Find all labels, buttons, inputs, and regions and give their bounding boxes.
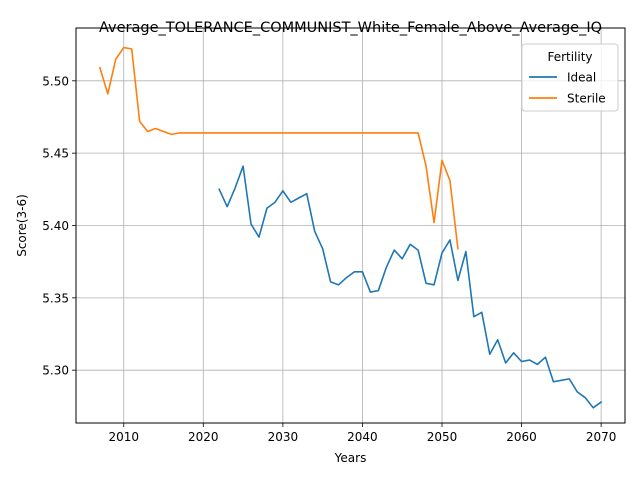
- legend-label-ideal: Ideal: [567, 71, 596, 85]
- legend: Fertility Ideal Sterile: [521, 43, 619, 112]
- x-tick-label: 2030: [268, 430, 299, 444]
- grid-lines: [76, 28, 625, 423]
- chart-title: Average_TOLERANCE_COMMUNIST_White_Female…: [99, 20, 602, 36]
- x-tick-label: 2010: [108, 430, 139, 444]
- x-tick-label: 2060: [506, 430, 537, 444]
- y-axis-ticks: 5.30 5.35 5.40 5.45 5.50: [42, 74, 76, 378]
- series-lines: [98, 46, 603, 409]
- series-line-sterile: [98, 46, 459, 250]
- x-axis-label: Years: [334, 451, 367, 465]
- y-tick-label: 5.45: [42, 147, 69, 161]
- y-tick-label: 5.35: [42, 291, 69, 305]
- y-axis-label: Score(3-6): [15, 194, 29, 257]
- y-tick-label: 5.30: [42, 364, 69, 378]
- legend-box: [521, 43, 619, 112]
- x-tick-label: 2070: [586, 430, 617, 444]
- x-axis-ticks: 2010 2020 2030 2040 2050 2060 2070: [108, 423, 616, 444]
- series-line-ideal: [218, 165, 603, 409]
- x-tick-label: 2020: [188, 430, 219, 444]
- legend-label-sterile: Sterile: [567, 92, 606, 106]
- y-tick-label: 5.50: [42, 74, 69, 88]
- x-tick-label: 2050: [427, 430, 458, 444]
- legend-title: Fertility: [547, 50, 592, 64]
- x-tick-label: 2040: [347, 430, 378, 444]
- y-tick-label: 5.40: [42, 219, 69, 233]
